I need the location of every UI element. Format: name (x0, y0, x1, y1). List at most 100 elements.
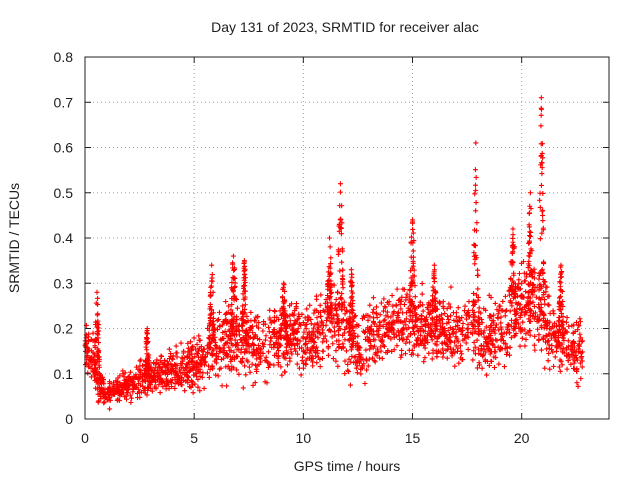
data-point (168, 351, 174, 357)
data-point (538, 123, 544, 129)
data-point (258, 353, 264, 359)
data-point (349, 284, 355, 290)
data-point (578, 350, 584, 356)
data-point (389, 321, 395, 327)
data-point (331, 324, 337, 330)
data-point (364, 334, 370, 340)
data-point (133, 364, 139, 370)
data-point (340, 302, 346, 308)
data-point (554, 338, 560, 344)
data-point (574, 319, 580, 325)
data-point (226, 366, 232, 372)
data-point (410, 226, 416, 232)
data-point (260, 350, 266, 356)
data-point (231, 356, 237, 362)
data-point (244, 319, 250, 325)
data-point (282, 288, 288, 294)
data-point (136, 380, 142, 386)
data-point (275, 344, 281, 350)
data-point (196, 333, 202, 339)
data-point (164, 359, 170, 365)
data-point (209, 322, 215, 328)
data-point (90, 350, 96, 356)
data-point (94, 312, 100, 318)
data-point (519, 292, 525, 298)
data-point (336, 332, 342, 338)
data-point (415, 352, 421, 358)
data-point (457, 343, 463, 349)
data-point (203, 354, 209, 360)
data-point (558, 262, 564, 268)
data-point (444, 306, 450, 312)
data-point (443, 347, 449, 353)
data-point (459, 351, 465, 357)
data-point (242, 363, 248, 369)
data-point (502, 346, 508, 352)
data-point (487, 325, 493, 331)
data-point (510, 235, 516, 241)
data-point (329, 289, 335, 295)
data-point (446, 336, 452, 342)
y-tick-label: 0 (65, 411, 73, 427)
data-point (319, 320, 325, 326)
data-point (348, 267, 354, 273)
data-point (397, 301, 403, 307)
data-point (232, 337, 238, 343)
data-point (96, 340, 102, 346)
data-point (450, 331, 456, 337)
data-point (427, 328, 433, 334)
data-point (415, 303, 421, 309)
data-point (429, 337, 435, 343)
data-point (335, 251, 341, 257)
data-point (434, 342, 440, 348)
data-point (242, 272, 248, 278)
data-point (579, 339, 585, 345)
data-point (406, 325, 412, 331)
data-point (404, 291, 410, 297)
data-point (389, 348, 395, 354)
data-point (539, 308, 545, 314)
data-point (532, 347, 538, 353)
data-point (325, 300, 331, 306)
data-point (536, 332, 542, 338)
data-point (531, 316, 537, 322)
data-point (213, 372, 219, 378)
data-point (335, 289, 341, 295)
data-point (299, 311, 305, 317)
data-point (295, 351, 301, 357)
data-point (310, 335, 316, 341)
data-point (374, 346, 380, 352)
data-point (358, 371, 364, 377)
data-point (86, 348, 92, 354)
data-point (545, 302, 551, 308)
data-point (496, 327, 502, 333)
data-point (138, 357, 144, 363)
data-point (545, 338, 551, 344)
data-point (189, 359, 195, 365)
data-point (538, 112, 544, 118)
data-point (120, 371, 126, 377)
data-point (282, 369, 288, 375)
data-point (422, 328, 428, 334)
data-point (434, 354, 440, 360)
data-point (456, 360, 462, 366)
data-point (95, 318, 101, 324)
y-tick-label: 0.7 (54, 94, 74, 110)
data-point (92, 367, 98, 373)
data-point (308, 338, 314, 344)
data-point (244, 332, 250, 338)
data-point (239, 339, 245, 345)
data-point (564, 345, 570, 351)
data-point (205, 349, 211, 355)
data-point (550, 308, 556, 314)
data-point (414, 323, 420, 329)
data-point (547, 326, 553, 332)
data-point (129, 377, 135, 383)
data-point (200, 352, 206, 358)
data-point (571, 322, 577, 328)
data-point (432, 298, 438, 304)
data-point (188, 367, 194, 373)
y-tick-label: 0.6 (54, 140, 74, 156)
data-point (215, 327, 221, 333)
data-point (252, 332, 258, 338)
